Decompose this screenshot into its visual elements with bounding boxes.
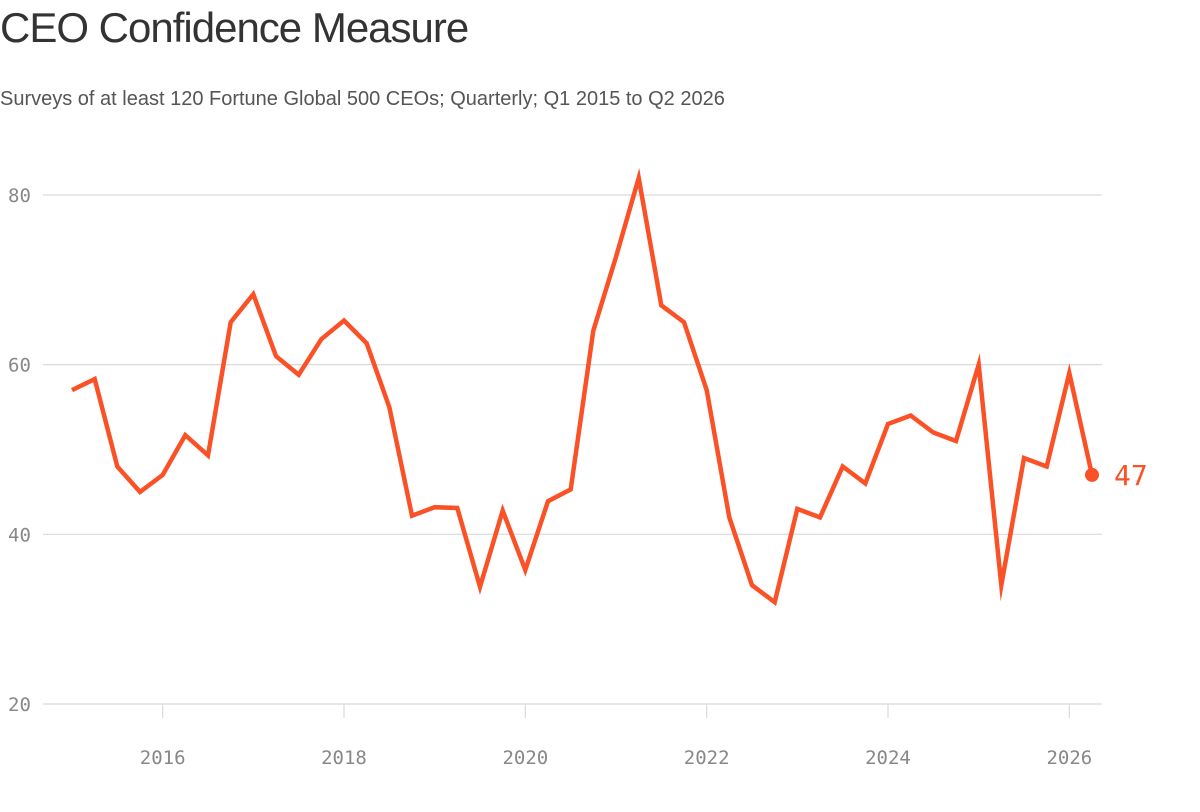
- x-tick-label: 2024: [865, 747, 911, 769]
- y-tick-label: 80: [8, 185, 31, 207]
- x-tick-label: 2016: [140, 747, 186, 769]
- x-tick-label: 2022: [684, 747, 730, 769]
- y-tick-label: 40: [8, 524, 31, 546]
- x-axis: 2016 2018 2020 2022 2024 2026: [140, 704, 1092, 769]
- y-tick-label: 60: [8, 355, 31, 377]
- x-tick-label: 2018: [321, 747, 367, 769]
- gridlines: [43, 194, 1102, 705]
- chart-subtitle: Surveys of at least 120 Fortune Global 5…: [0, 88, 725, 110]
- end-point-marker: [1085, 467, 1099, 482]
- x-tick-label: 2020: [502, 747, 548, 769]
- y-axis: 20 40 60 80: [8, 185, 31, 716]
- series-group: 47: [71, 168, 1148, 607]
- chart-title: CEO Confidence Measure: [0, 4, 469, 51]
- x-tick-label: 2026: [1046, 747, 1092, 769]
- y-tick-label: 20: [8, 694, 31, 716]
- series-line: [71, 168, 1095, 607]
- end-point-label: 47: [1114, 459, 1148, 492]
